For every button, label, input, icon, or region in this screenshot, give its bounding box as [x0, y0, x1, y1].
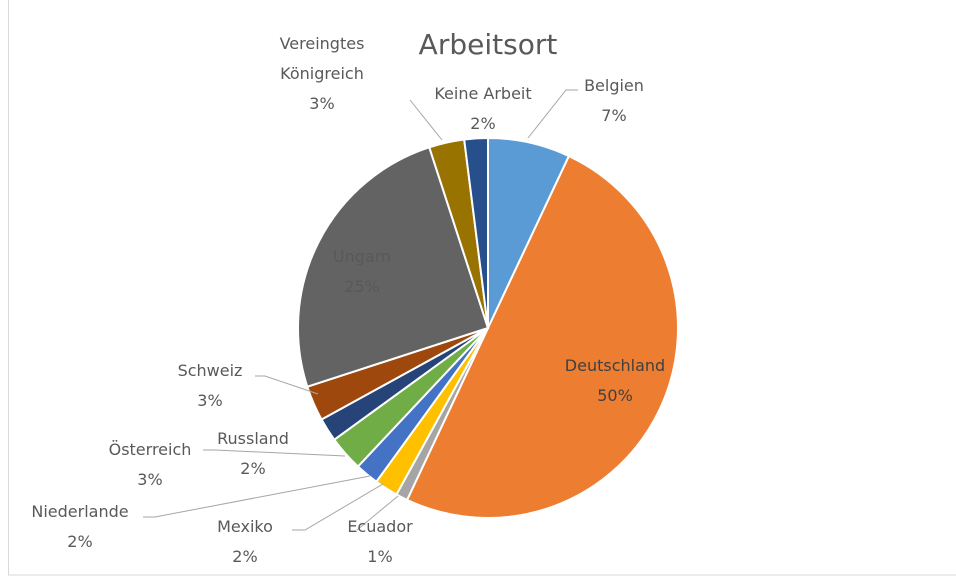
- chart-title: Arbeitsort: [418, 28, 558, 61]
- slice-name: Ungarn: [332, 247, 392, 266]
- slice-name: Keine Arbeit: [434, 84, 532, 103]
- slice-name: Deutschland: [564, 356, 666, 375]
- leader-line: [292, 483, 384, 531]
- leader-line: [356, 495, 399, 531]
- slice-name: Mexiko: [217, 517, 273, 536]
- slice-value: 2%: [470, 114, 496, 133]
- leader-line: [255, 375, 319, 395]
- slice-value: 50%: [597, 386, 633, 405]
- slice-value: 3%: [309, 94, 335, 113]
- slice-value: 3%: [197, 391, 223, 410]
- data-label: Ecuador 1%: [320, 512, 440, 572]
- leader-line: [409, 99, 443, 141]
- slice-name: Niederlande: [31, 502, 129, 521]
- data-label: Schweiz 3%: [150, 356, 270, 416]
- data-label: Österreich 3%: [90, 435, 210, 495]
- slice-name: Vereingtes Königreich: [279, 34, 365, 83]
- data-label: Belgien 7%: [554, 71, 674, 131]
- leader-line: [527, 89, 578, 139]
- data-label: Deutschland 50%: [545, 351, 685, 411]
- slice-value: 7%: [601, 106, 627, 125]
- data-label: Mexiko 2%: [185, 512, 305, 572]
- data-label: Russland 2%: [193, 424, 313, 484]
- slice-name: Belgien: [584, 76, 644, 95]
- data-label: Keine Arbeit 2%: [413, 79, 553, 139]
- slice-value: 2%: [240, 459, 266, 478]
- slice-value: 1%: [367, 547, 393, 566]
- slice-value: 2%: [67, 532, 93, 551]
- data-label: Niederlande 2%: [10, 497, 150, 557]
- slice-value: 3%: [137, 470, 163, 489]
- pie-slice: [297, 146, 490, 388]
- slice-name: Österreich: [108, 440, 192, 459]
- pie-slice: [405, 154, 679, 519]
- chart-border: [8, 0, 956, 576]
- slice-value: 25%: [344, 277, 380, 296]
- slice-name: Ecuador: [347, 517, 413, 536]
- pie-slice: [463, 136, 489, 329]
- leader-line: [203, 449, 346, 457]
- data-label: Vereingtes Königreich 3%: [267, 29, 377, 119]
- slice-name: Russland: [217, 429, 289, 448]
- slice-value: 2%: [232, 547, 258, 566]
- slice-name: Schweiz: [177, 361, 243, 380]
- leader-line: [143, 475, 371, 518]
- data-label: Ungarn 25%: [302, 242, 422, 302]
